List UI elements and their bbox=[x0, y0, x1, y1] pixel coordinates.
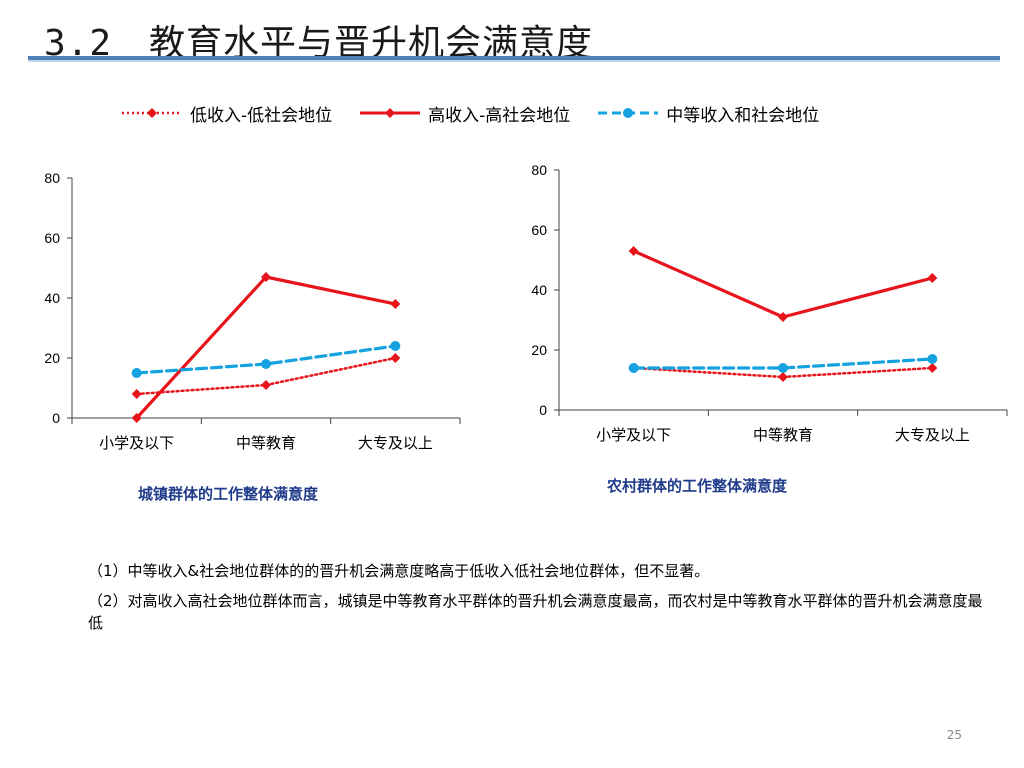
legend-item-mid: 中等收入和社会地位 bbox=[596, 101, 819, 126]
urban-series-high-point bbox=[390, 299, 401, 309]
chart-legend: 低收入-低社会地位 高收入-高社会地位 中等收入和社会地位 bbox=[120, 98, 920, 128]
urban-series-mid-point bbox=[131, 368, 142, 378]
urban-series-low-point bbox=[131, 389, 142, 399]
legend-label-high: 高收入-高社会地位 bbox=[428, 105, 571, 126]
rural-series-high-point bbox=[778, 312, 788, 322]
note-2: （2）对高收入高社会地位群体而言，城镇是中等教育水平群体的晋升机会满意度最高，而… bbox=[88, 592, 983, 632]
urban-series-high-line bbox=[135, 275, 397, 420]
legend-swatch-high bbox=[360, 108, 421, 118]
notes: （1）中等收入&社会地位群体的的晋升机会满意度略高于低收入低社会地位群体，但不显… bbox=[88, 560, 988, 642]
urban-series-low-point bbox=[261, 380, 271, 390]
urban-series-high-point bbox=[131, 413, 142, 423]
rural-y-tick-label: 20 bbox=[531, 342, 547, 358]
urban-x-tick-label: 中等教育 bbox=[236, 434, 296, 452]
rural-series-mid-point bbox=[628, 363, 639, 373]
urban-x-tick-label: 小学及以下 bbox=[99, 434, 174, 452]
rural-series-high-point bbox=[628, 246, 639, 256]
rural-series-high-line bbox=[632, 249, 934, 319]
urban-y-tick-label: 40 bbox=[44, 290, 60, 306]
urban-series-low-point bbox=[390, 353, 401, 363]
rural-series-mid-point bbox=[927, 354, 938, 364]
note-1: （1）中等收入&社会地位群体的的晋升机会满意度略高于低收入低社会地位群体，但不显… bbox=[88, 562, 710, 580]
rural-line-chart: 0 20 40 60 80 小学及以下 中等教育 大专及以上 bbox=[531, 162, 1008, 444]
urban-chart-caption: 城镇群体的工作整体满意度 bbox=[138, 485, 319, 503]
title-underline bbox=[28, 56, 1000, 62]
rural-series-low-point bbox=[927, 363, 938, 373]
legend-label-low: 低收入-低社会地位 bbox=[190, 105, 333, 126]
urban-series-high-point bbox=[261, 272, 271, 282]
rural-y-tick-label: 60 bbox=[531, 222, 547, 238]
rural-series-high-point bbox=[927, 273, 938, 283]
rural-x-tick-label: 大专及以上 bbox=[895, 426, 970, 444]
rural-x-tick-label: 中等教育 bbox=[753, 426, 813, 444]
legend-item-high: 高收入-高社会地位 bbox=[358, 101, 570, 126]
rural-series-mid-point bbox=[778, 363, 788, 373]
rural-series-low-point bbox=[778, 372, 788, 382]
legend-swatch-low bbox=[122, 108, 182, 118]
rural-y-tick-label: 0 bbox=[539, 402, 547, 418]
rural-y-tick-label: 40 bbox=[531, 282, 547, 298]
rural-chart-caption: 农村群体的工作整体满意度 bbox=[607, 477, 788, 495]
urban-series-mid-point bbox=[261, 359, 271, 369]
legend-label-mid: 中等收入和社会地位 bbox=[666, 105, 820, 126]
urban-y-tick-label: 0 bbox=[52, 410, 60, 426]
urban-series-mid-point bbox=[390, 341, 401, 351]
urban-x-tick-label: 大专及以上 bbox=[358, 434, 433, 452]
rural-y-tick-label: 80 bbox=[531, 162, 547, 178]
urban-line-chart: 0 20 40 60 80 小学及以下 中等教育 大专及以上 bbox=[44, 170, 461, 452]
rural-x-tick-label: 小学及以下 bbox=[596, 426, 671, 444]
urban-y-tick-label: 60 bbox=[44, 230, 60, 246]
legend-item-low: 低收入-低社会地位 bbox=[120, 101, 332, 126]
page-number: 25 bbox=[946, 728, 962, 742]
legend-swatch-mid bbox=[598, 108, 659, 118]
urban-y-tick-label: 80 bbox=[44, 170, 60, 186]
urban-y-tick-label: 20 bbox=[44, 350, 60, 366]
